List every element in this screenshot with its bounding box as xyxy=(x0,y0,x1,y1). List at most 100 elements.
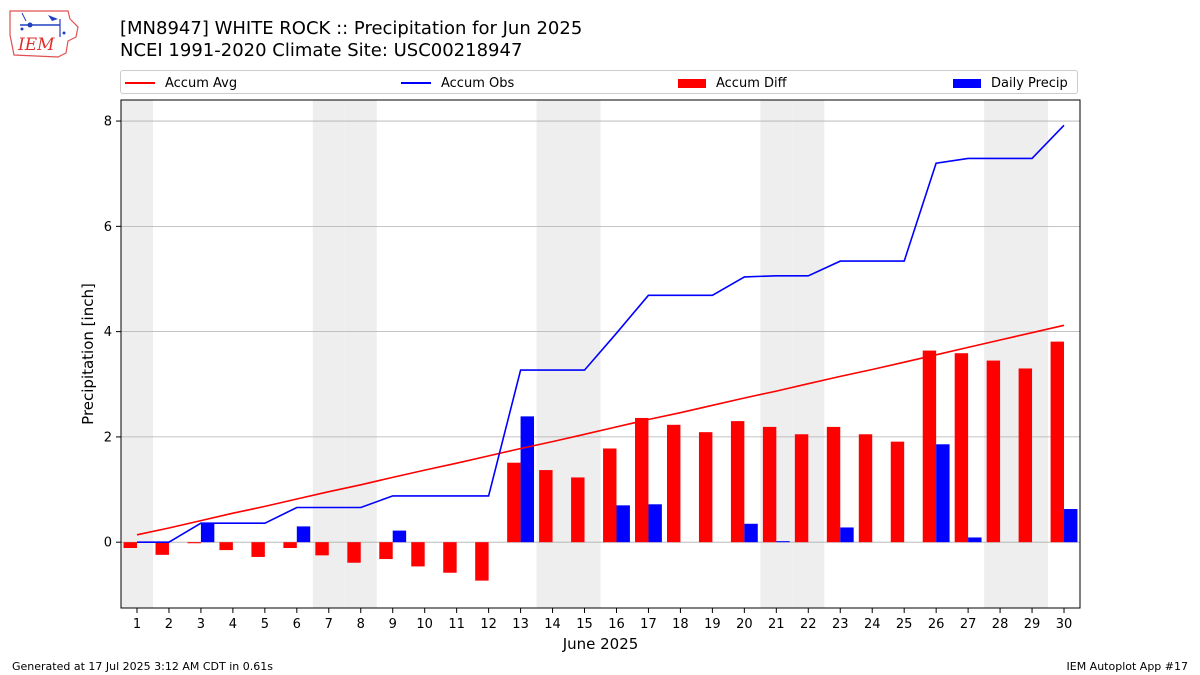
x-tick-label: 23 xyxy=(832,617,849,632)
accum-diff-bar xyxy=(794,434,809,543)
x-tick-label: 4 xyxy=(229,617,237,632)
daily-precip-bar xyxy=(968,537,982,543)
legend-item-accum-obs: Accum Obs xyxy=(401,74,514,92)
x-tick-label: 18 xyxy=(672,617,689,632)
accum-diff-bar xyxy=(283,542,297,548)
accum-diff-bar xyxy=(635,417,649,543)
accum-diff-bar xyxy=(315,542,329,556)
accum-diff-bar xyxy=(922,350,937,543)
x-tick-label: 13 xyxy=(512,617,529,632)
x-axis-label: June 2025 xyxy=(562,635,639,653)
legend-label-daily-precip: Daily Precip xyxy=(991,75,1068,91)
y-tick-label: 0 xyxy=(104,536,112,551)
weekend-band xyxy=(312,100,345,608)
x-tick-label: 30 xyxy=(1056,617,1073,632)
accum-diff-bar xyxy=(219,542,233,551)
accum-diff-bar xyxy=(571,477,585,543)
legend-label-accum-avg: Accum Avg xyxy=(165,75,238,91)
x-tick-label: 2 xyxy=(165,617,173,632)
accum-diff-bar xyxy=(539,470,553,543)
y-tick-label: 2 xyxy=(104,430,112,445)
x-tick-label: 25 xyxy=(896,617,913,632)
accum-diff-bar xyxy=(890,441,905,543)
weekend-band xyxy=(121,100,153,608)
x-tick-label: 6 xyxy=(293,617,301,632)
accum-diff-bar xyxy=(379,542,393,560)
accum-diff-bar xyxy=(954,353,969,543)
x-tick-label: 28 xyxy=(992,617,1009,632)
legend-item-accum-diff: Accum Diff xyxy=(678,74,787,92)
legend-label-accum-obs: Accum Obs xyxy=(441,75,515,91)
weekend-band xyxy=(344,100,377,608)
accum-diff-bar xyxy=(858,434,873,543)
legend-item-accum-avg: Accum Avg xyxy=(125,74,237,92)
y-axis-label: Precipitation [inch] xyxy=(79,283,97,425)
daily-precip-bar xyxy=(936,444,950,543)
accum-obs-line xyxy=(137,124,1065,544)
x-tick-label: 19 xyxy=(704,617,721,632)
accum-diff-bar xyxy=(347,542,361,563)
accum-diff-bar xyxy=(1050,341,1065,543)
x-tick-label: 16 xyxy=(608,617,625,632)
chart-subtitle: NCEI 1991-2020 Climate Site: USC00218947 xyxy=(120,40,523,61)
accum-diff-bar xyxy=(475,542,489,581)
daily-precip-bar xyxy=(616,505,630,543)
x-tick-label: 15 xyxy=(576,617,593,632)
x-tick-label: 24 xyxy=(864,617,881,632)
accum-diff-bar xyxy=(698,432,713,543)
x-tick-label: 14 xyxy=(544,617,561,632)
x-tick-label: 9 xyxy=(389,617,397,632)
daily-precip-bar xyxy=(776,541,790,543)
x-tick-label: 27 xyxy=(960,617,977,632)
accum-diff-bar xyxy=(666,424,681,543)
x-tick-label: 1 xyxy=(133,617,141,632)
plot-frame xyxy=(120,99,1081,609)
accum-avg-line xyxy=(136,324,1065,536)
footer-generated: Generated at 17 Jul 2025 3:12 AM CDT in … xyxy=(12,660,273,673)
accum-diff-bar xyxy=(1018,368,1033,543)
daily-precip-bar xyxy=(200,523,215,543)
accum-diff-bar xyxy=(730,421,745,543)
x-tick-label: 29 xyxy=(1024,617,1041,632)
x-tick-label: 21 xyxy=(768,617,785,632)
legend-swatch-daily-precip xyxy=(953,78,981,88)
x-tick-label: 10 xyxy=(416,617,433,632)
accum-diff-bar xyxy=(603,448,617,543)
accum-diff-bar xyxy=(187,542,201,544)
daily-precip-bar xyxy=(392,530,407,543)
daily-precip-bar xyxy=(648,504,662,543)
x-tick-label: 7 xyxy=(325,617,333,632)
accum-diff-bar xyxy=(155,542,169,555)
x-tick-label: 5 xyxy=(261,617,269,632)
y-tick-label: 8 xyxy=(104,115,112,130)
x-tick-label: 20 xyxy=(736,617,753,632)
legend-item-daily-precip: Daily Precip xyxy=(953,74,1068,92)
accum-diff-bar xyxy=(507,462,521,543)
x-tick-label: 8 xyxy=(357,617,365,632)
logo-text: IEM xyxy=(17,35,55,55)
x-tick-label: 17 xyxy=(640,617,657,632)
daily-precip-bar xyxy=(520,416,535,543)
iem-logo-icon: IEM xyxy=(9,10,79,58)
daily-precip-bar xyxy=(840,527,854,543)
chart-title: [MN8947] WHITE ROCK :: Precipitation for… xyxy=(120,18,583,39)
legend-swatch-accum-obs xyxy=(401,82,431,84)
x-tick-label: 22 xyxy=(800,617,817,632)
x-tick-label: 3 xyxy=(197,617,205,632)
accum-diff-bar xyxy=(411,542,425,567)
accum-diff-bar xyxy=(251,542,265,557)
y-tick-label: 6 xyxy=(104,220,112,235)
x-tick-label: 12 xyxy=(480,617,497,632)
accum-diff-bar xyxy=(762,426,777,543)
daily-precip-bar xyxy=(296,526,311,543)
legend-swatch-accum-diff xyxy=(678,78,706,88)
x-tick-label: 11 xyxy=(448,617,465,632)
accum-diff-bar xyxy=(986,360,1001,543)
accum-diff-bar xyxy=(826,426,841,543)
daily-precip-bar xyxy=(1064,509,1078,543)
y-tick-label: 4 xyxy=(104,325,112,340)
accum-diff-bar xyxy=(443,542,457,573)
legend: Accum Avg Accum Obs Accum Diff Daily Pre… xyxy=(120,70,1078,94)
legend-swatch-accum-avg xyxy=(125,82,155,84)
